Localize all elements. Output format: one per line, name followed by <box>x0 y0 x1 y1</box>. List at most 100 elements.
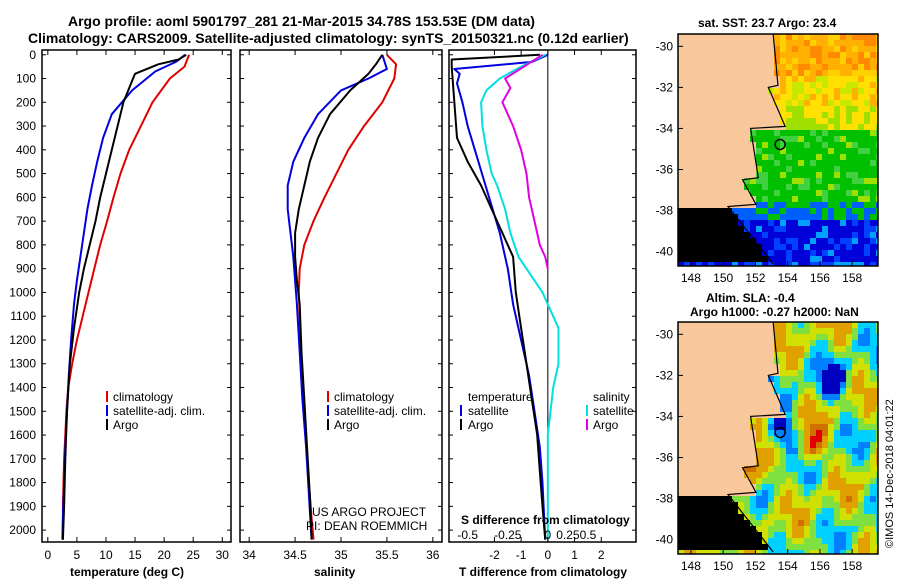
map-cell <box>768 490 774 496</box>
map-cell <box>774 58 780 64</box>
map-cell <box>726 196 732 202</box>
map-cell <box>828 352 834 358</box>
map-cell <box>816 484 822 490</box>
map-cell <box>768 166 774 172</box>
map-cell <box>804 502 810 508</box>
map-cell <box>840 118 846 124</box>
map-cell <box>714 550 720 554</box>
map-cell <box>858 100 864 106</box>
map-cell <box>876 238 878 244</box>
map-cell <box>702 418 708 424</box>
map-cell <box>876 460 878 466</box>
map-cell <box>846 100 852 106</box>
map-cell <box>702 508 708 514</box>
map-cell <box>756 160 762 166</box>
map-cell <box>744 448 750 454</box>
map-cell <box>750 256 756 262</box>
map-cell <box>840 364 846 370</box>
map-cell <box>762 256 768 262</box>
map-cell <box>804 88 810 94</box>
map-cell <box>684 400 690 406</box>
map-cell <box>714 346 720 352</box>
map-cell <box>750 226 756 232</box>
map-cell <box>720 190 726 196</box>
map-cell <box>858 184 864 190</box>
map-cell <box>690 496 696 502</box>
map-cell <box>678 94 684 100</box>
map-cell <box>768 118 774 124</box>
map-cell <box>786 112 792 118</box>
map-cell <box>792 238 798 244</box>
map-cell <box>804 196 810 202</box>
map-cell <box>690 442 696 448</box>
map-cell <box>876 436 878 442</box>
map-cell <box>696 484 702 490</box>
map-cell <box>810 76 816 82</box>
map-cell <box>762 340 768 346</box>
map-cell <box>786 466 792 472</box>
map-cell <box>774 496 780 502</box>
map-cell <box>798 424 804 430</box>
map-cell <box>816 448 822 454</box>
map-cell <box>840 532 846 538</box>
x-tick-label: 30 <box>216 548 230 562</box>
map-cell <box>774 88 780 94</box>
map-cell <box>780 52 786 58</box>
map-cell <box>702 478 708 484</box>
map-cell <box>708 472 714 478</box>
map-cell <box>708 388 714 394</box>
difference-ticks: -2 -1 0 1 2-0.5 -0.25 0 0.25 0.5 <box>449 50 636 562</box>
map-cell <box>870 370 876 376</box>
map-cell <box>834 262 840 266</box>
map-cell <box>768 232 774 238</box>
map-cell <box>828 118 834 124</box>
map-cell <box>852 448 858 454</box>
map-cell <box>678 178 684 184</box>
map-cell <box>834 496 840 502</box>
map-cell <box>864 454 870 460</box>
map-cell <box>864 100 870 106</box>
map-cell <box>690 124 696 130</box>
map-cell <box>732 160 738 166</box>
map-cell <box>804 478 810 484</box>
map-cell <box>792 232 798 238</box>
map-cell <box>834 472 840 478</box>
map-cell <box>876 490 878 496</box>
map-cell <box>810 196 816 202</box>
map-cell <box>792 76 798 82</box>
map-cell <box>702 334 708 340</box>
map-cell <box>756 400 762 406</box>
map-cell <box>762 496 768 502</box>
map-cell <box>690 382 696 388</box>
lat-tick-label: -38 <box>656 492 674 506</box>
map-cell <box>702 244 708 250</box>
map-cell <box>690 244 696 250</box>
map-cell <box>678 454 684 460</box>
map-cell <box>840 142 846 148</box>
x-tick-label: 36 <box>426 548 440 562</box>
map-cell <box>792 46 798 52</box>
map-cell <box>684 376 690 382</box>
map-cell <box>786 148 792 154</box>
map-cell <box>798 166 804 172</box>
map-cell <box>780 34 786 40</box>
map-cell <box>732 484 738 490</box>
map-cell <box>864 82 870 88</box>
map-cell <box>834 346 840 352</box>
map-cell <box>864 238 870 244</box>
map-cell <box>852 196 858 202</box>
map-cell <box>846 382 852 388</box>
map-cell <box>720 418 726 424</box>
map-cell <box>750 358 756 364</box>
map-cell <box>804 322 810 328</box>
map-cell <box>702 406 708 412</box>
salinity-xlabel: salinity <box>314 565 356 579</box>
map-cell <box>792 214 798 220</box>
map-cell <box>678 436 684 442</box>
map-cell <box>816 130 822 136</box>
map-cell <box>702 142 708 148</box>
map-cell <box>864 406 870 412</box>
map-cell <box>804 448 810 454</box>
map-cell <box>690 550 696 554</box>
map-cell <box>750 382 756 388</box>
